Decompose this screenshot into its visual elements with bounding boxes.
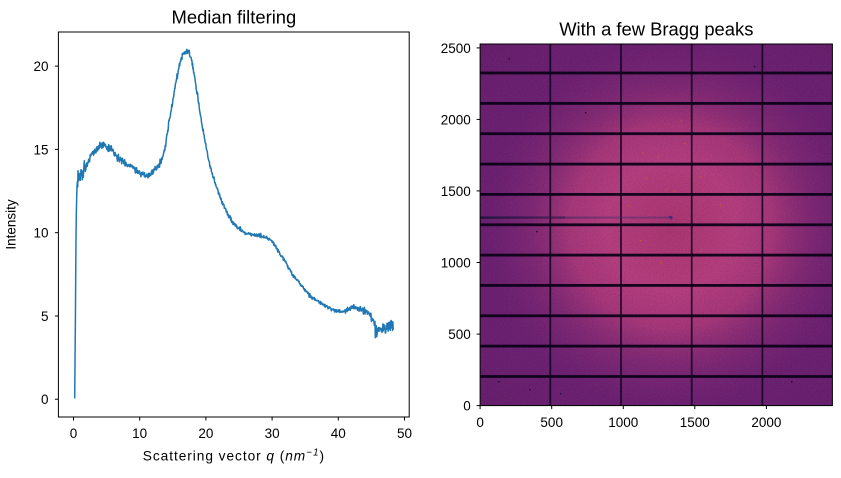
svg-text:500: 500 bbox=[540, 415, 563, 430]
svg-text:2500: 2500 bbox=[441, 41, 471, 56]
svg-text:Scattering vector q (nm−1): Scattering vector q (nm−1) bbox=[143, 447, 325, 463]
svg-text:1500: 1500 bbox=[680, 415, 710, 430]
svg-text:10: 10 bbox=[132, 426, 147, 441]
svg-text:50: 50 bbox=[397, 426, 412, 441]
svg-text:500: 500 bbox=[448, 327, 471, 342]
svg-text:20: 20 bbox=[198, 426, 213, 441]
svg-text:1000: 1000 bbox=[608, 415, 638, 430]
svg-text:1000: 1000 bbox=[441, 256, 471, 271]
svg-text:30: 30 bbox=[265, 426, 280, 441]
svg-text:0: 0 bbox=[70, 426, 78, 441]
svg-text:40: 40 bbox=[331, 426, 346, 441]
svg-text:1500: 1500 bbox=[441, 184, 471, 199]
svg-text:0: 0 bbox=[41, 392, 49, 407]
svg-text:15: 15 bbox=[33, 142, 48, 157]
svg-text:2000: 2000 bbox=[441, 112, 471, 127]
svg-text:0: 0 bbox=[463, 399, 471, 414]
svg-text:2000: 2000 bbox=[751, 415, 781, 430]
svg-text:Intensity: Intensity bbox=[4, 199, 19, 250]
svg-text:10: 10 bbox=[33, 226, 48, 241]
svg-text:20: 20 bbox=[33, 59, 48, 74]
svg-text:With a few Bragg peaks: With a few Bragg peaks bbox=[559, 19, 753, 40]
svg-text:Median filtering: Median filtering bbox=[172, 7, 297, 28]
svg-text:0: 0 bbox=[476, 415, 484, 430]
svg-text:5: 5 bbox=[41, 309, 49, 324]
